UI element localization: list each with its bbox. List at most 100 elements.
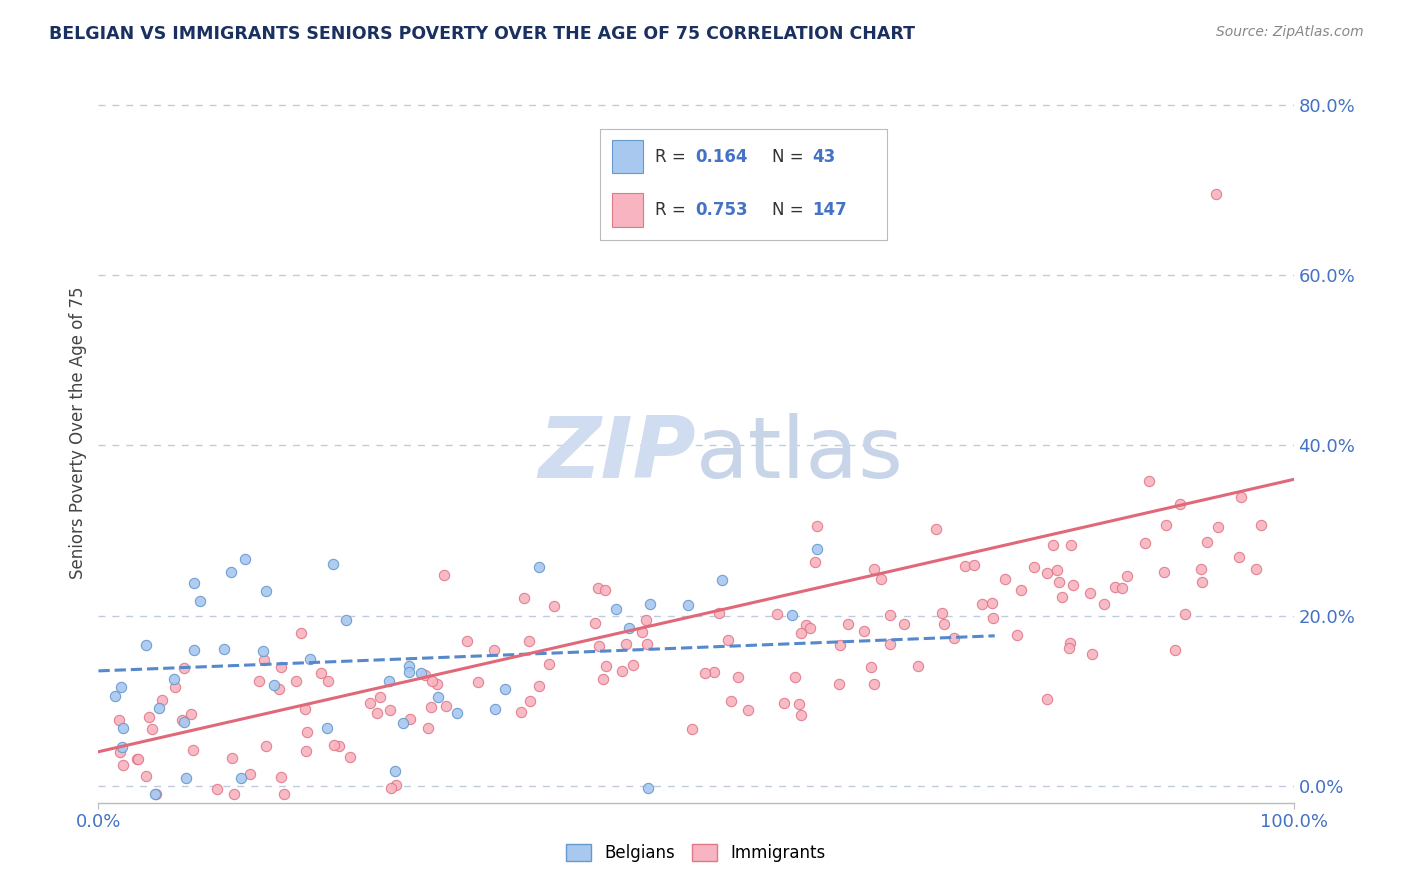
Point: [254, 584, 277, 599]
Point: [605, 602, 627, 616]
Point: [1173, 607, 1195, 621]
Point: [484, 643, 506, 657]
Point: [335, 613, 357, 627]
Point: [614, 637, 637, 651]
Point: [636, 613, 658, 627]
Point: [1046, 563, 1069, 577]
Point: [588, 639, 610, 653]
Point: [359, 696, 381, 710]
Point: [794, 618, 817, 632]
Point: [385, 778, 408, 792]
Point: [853, 624, 876, 639]
Point: [494, 681, 516, 696]
Point: [1010, 582, 1032, 597]
Point: [1115, 569, 1137, 583]
Point: [720, 693, 742, 707]
Point: [135, 769, 157, 783]
Point: [290, 625, 312, 640]
Point: [380, 704, 402, 718]
Point: [328, 739, 350, 753]
Point: [294, 702, 316, 716]
Point: [484, 702, 506, 716]
Point: [1092, 597, 1115, 611]
Point: [413, 668, 436, 682]
Text: ZIP: ZIP: [538, 413, 696, 496]
Point: [586, 581, 609, 595]
Point: [398, 658, 420, 673]
Point: [467, 674, 489, 689]
Point: [638, 597, 661, 611]
Point: [519, 694, 541, 708]
Point: [931, 607, 953, 621]
Point: [637, 780, 659, 795]
Point: [619, 621, 641, 635]
Legend: Belgians, Immigrants: Belgians, Immigrants: [560, 837, 832, 869]
Point: [806, 542, 828, 557]
Point: [636, 637, 658, 651]
Point: [907, 658, 929, 673]
Point: [183, 576, 205, 591]
Point: [398, 665, 420, 680]
Point: [224, 787, 246, 801]
Point: [252, 644, 274, 658]
Point: [285, 674, 308, 689]
Point: [981, 596, 1004, 610]
Point: [963, 558, 986, 572]
Point: [111, 757, 134, 772]
Point: [994, 572, 1017, 586]
Point: [1197, 535, 1219, 549]
Point: [1137, 475, 1160, 489]
Point: [717, 632, 740, 647]
Point: [212, 641, 235, 656]
Point: [893, 617, 915, 632]
Point: [254, 739, 277, 754]
Point: [595, 659, 617, 673]
Point: [517, 634, 540, 648]
Point: [783, 670, 806, 684]
Y-axis label: Seniors Poverty Over the Age of 75: Seniors Poverty Over the Age of 75: [69, 286, 87, 579]
Point: [799, 621, 821, 635]
Point: [1189, 562, 1212, 576]
Point: [1060, 538, 1083, 552]
Point: [510, 705, 533, 719]
Point: [1024, 559, 1046, 574]
Point: [270, 770, 292, 784]
Point: [1153, 565, 1175, 579]
Point: [399, 712, 422, 726]
Point: [790, 625, 813, 640]
Point: [1059, 640, 1081, 655]
Point: [295, 744, 318, 758]
Point: [180, 707, 202, 722]
Point: [181, 742, 204, 756]
Point: [681, 723, 703, 737]
Point: [1062, 578, 1084, 592]
Point: [981, 611, 1004, 625]
Point: [221, 751, 243, 765]
Point: [174, 772, 197, 786]
Point: [1059, 636, 1081, 650]
Point: [239, 767, 262, 781]
Point: [1168, 497, 1191, 511]
Point: [108, 745, 131, 759]
Point: [183, 642, 205, 657]
Point: [592, 673, 614, 687]
Point: [205, 782, 228, 797]
Point: [1205, 187, 1227, 202]
Point: [621, 657, 644, 672]
Point: [676, 598, 699, 612]
Point: [418, 721, 440, 735]
Point: [141, 722, 163, 736]
Point: [830, 638, 852, 652]
Point: [322, 557, 344, 571]
Point: [513, 591, 536, 605]
Point: [173, 715, 195, 730]
Point: [110, 680, 132, 694]
Point: [1191, 574, 1213, 589]
Point: [163, 681, 186, 695]
Point: [138, 709, 160, 723]
Point: [1154, 518, 1177, 533]
Point: [456, 634, 478, 648]
Point: [1227, 549, 1250, 564]
Point: [247, 674, 270, 689]
Point: [170, 713, 193, 727]
